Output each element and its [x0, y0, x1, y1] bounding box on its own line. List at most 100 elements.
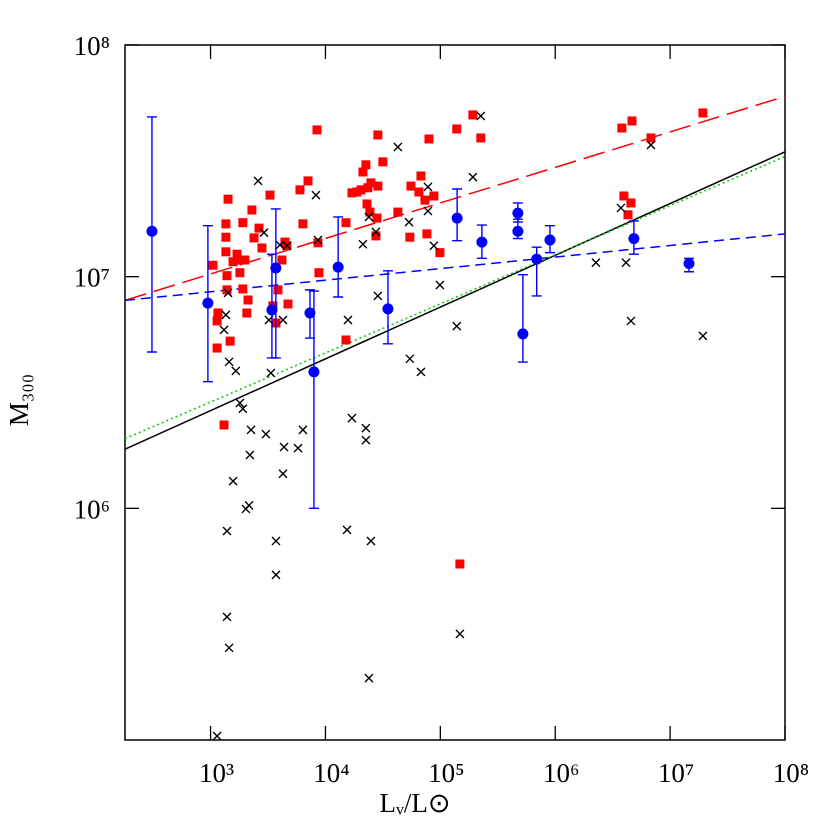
cross-point — [313, 235, 323, 245]
cross-point — [221, 310, 231, 320]
cross-point — [259, 228, 269, 238]
square-point — [623, 210, 633, 220]
square-point — [393, 207, 403, 217]
y-tick-label: 10⁶ — [74, 494, 110, 524]
cross-point — [298, 425, 308, 435]
square-point — [429, 191, 439, 201]
cross-point — [616, 203, 626, 213]
square-point — [235, 255, 245, 265]
square-point — [347, 188, 357, 198]
circle-point — [308, 366, 320, 378]
cross-point — [393, 142, 403, 152]
square-point — [257, 243, 267, 253]
x-tick-label: 10⁷ — [658, 758, 694, 788]
cross-point — [364, 673, 374, 683]
y-axis-label: M₃₀₀ — [4, 374, 34, 426]
circle-point — [476, 236, 488, 248]
cross-point — [266, 368, 276, 378]
square-point — [424, 134, 434, 144]
fit-line — [124, 95, 786, 302]
square-point — [298, 219, 308, 229]
cross-point — [405, 354, 415, 364]
x-axis-label: Lᵥ/L⊙ — [379, 788, 450, 818]
circle-point — [517, 328, 529, 340]
square-point — [422, 229, 432, 239]
x-tick-label: 10³ — [199, 758, 234, 788]
fit-line — [124, 233, 786, 302]
square-point — [363, 183, 373, 193]
cross-point — [245, 450, 255, 460]
cross-point — [404, 217, 414, 227]
y-tick-label: 10⁸ — [74, 31, 110, 61]
cross-point — [452, 321, 462, 331]
cross-point — [468, 172, 478, 182]
square-point — [223, 194, 233, 204]
x-tick-label: 10⁶ — [543, 758, 579, 788]
cross-point — [364, 212, 374, 222]
square-point — [373, 130, 383, 140]
cross-point — [279, 442, 289, 452]
error-bar — [333, 216, 344, 298]
square-point — [249, 233, 259, 243]
cross-point — [224, 357, 234, 367]
square-point — [222, 271, 232, 281]
square-point — [312, 125, 322, 135]
circle-point — [451, 212, 463, 224]
square-point — [265, 190, 275, 200]
cross-point — [271, 570, 281, 580]
cross-point — [271, 536, 281, 546]
cross-point — [224, 643, 234, 653]
square-point — [373, 181, 383, 191]
circle-point — [146, 225, 158, 237]
square-point — [341, 218, 351, 228]
cross-point — [343, 315, 353, 325]
square-point — [476, 133, 486, 143]
square-point — [365, 207, 375, 217]
square-point — [228, 257, 238, 267]
cross-point — [423, 182, 433, 192]
cross-point — [228, 476, 238, 486]
square-point — [240, 255, 250, 265]
square-point — [273, 285, 283, 295]
cross-point — [212, 731, 222, 741]
cross-point — [223, 288, 233, 298]
circle-point — [683, 257, 695, 269]
cross-point — [435, 280, 445, 290]
cross-point — [621, 258, 631, 268]
cross-point — [311, 190, 321, 200]
square-point — [303, 176, 313, 186]
square-point — [208, 260, 218, 270]
circle-point — [202, 297, 214, 309]
cross-point — [278, 469, 288, 479]
circle-point — [512, 207, 524, 219]
square-point — [405, 232, 415, 242]
square-point — [242, 308, 252, 318]
cross-point — [342, 525, 352, 535]
x-tick-label: 10⁵ — [428, 758, 464, 788]
square-point — [455, 559, 465, 569]
x-tick-label: 10⁴ — [313, 758, 349, 788]
fit-line — [124, 151, 786, 450]
square-point — [361, 160, 371, 170]
square-point — [626, 198, 636, 208]
circle-point — [531, 253, 543, 265]
square-point — [254, 223, 264, 233]
square-point — [371, 231, 381, 241]
plot-frame — [124, 44, 786, 741]
square-point — [619, 191, 629, 201]
square-point — [283, 299, 293, 309]
error-bar — [517, 273, 528, 363]
circle-point — [266, 304, 278, 316]
square-point — [238, 218, 248, 228]
circle-point — [628, 233, 640, 245]
x-tick-label: 10⁸ — [773, 758, 809, 788]
cross-point — [282, 241, 292, 251]
square-point — [232, 249, 242, 259]
circle-point — [332, 261, 344, 273]
square-point — [219, 420, 229, 430]
cross-point — [626, 316, 636, 326]
cross-point — [423, 206, 433, 216]
square-point — [617, 123, 627, 133]
square-point — [358, 167, 368, 177]
